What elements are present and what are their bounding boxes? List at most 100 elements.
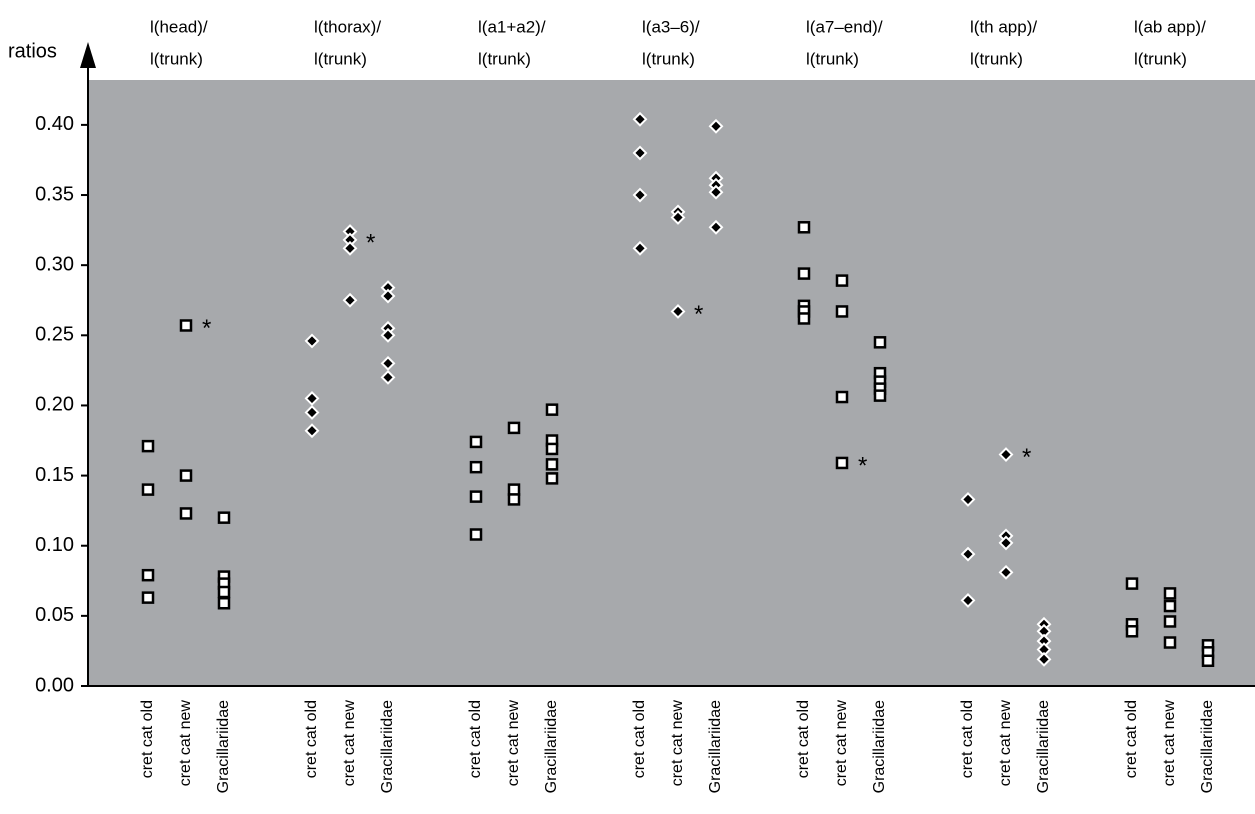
- x-tick-label: Gracillariidae: [1199, 700, 1216, 793]
- point: [1201, 654, 1215, 667]
- x-tick-label: cret cat new: [341, 700, 358, 787]
- group-title: l(thorax)/: [314, 17, 381, 36]
- y-tick-label: 0.35: [35, 183, 74, 205]
- x-tick-label: cret cat new: [1161, 700, 1178, 787]
- annotation: *: [366, 229, 375, 256]
- x-tick-label: cret cat old: [467, 700, 484, 778]
- x-tick-label: Gracillariidae: [379, 700, 396, 793]
- annotation: *: [694, 301, 703, 328]
- y-tick-label: 0.20: [35, 394, 74, 416]
- y-axis-arrow: [80, 42, 96, 68]
- x-tick-label: cret cat new: [177, 700, 194, 787]
- y-tick-label: 0.15: [35, 464, 74, 486]
- point: [1163, 636, 1177, 649]
- x-tick-label: Gracillariidae: [707, 700, 724, 793]
- group-title: l(a1+a2)/: [478, 17, 546, 36]
- point: [141, 483, 155, 496]
- point: [141, 568, 155, 582]
- annotation: *: [202, 315, 211, 342]
- point: [835, 390, 849, 404]
- x-tick-label: cret cat new: [997, 700, 1014, 787]
- point: [380, 369, 396, 385]
- point: [545, 403, 559, 416]
- point: [304, 423, 320, 439]
- point: [632, 145, 648, 161]
- point: [670, 304, 686, 319]
- point: [998, 447, 1014, 462]
- point: [835, 305, 849, 318]
- x-tick-label: Gracillariidae: [1035, 700, 1052, 793]
- point: [469, 460, 483, 474]
- point: [469, 435, 483, 449]
- x-tick-label: cret cat old: [303, 700, 320, 778]
- point: [141, 439, 155, 453]
- x-tick-label: cret cat old: [139, 700, 156, 778]
- point: [998, 535, 1014, 551]
- group-title: l(ab app)/: [1134, 17, 1206, 36]
- point: [545, 458, 559, 471]
- point: [670, 210, 686, 225]
- point: [632, 240, 648, 256]
- point: [1125, 577, 1139, 590]
- y-tick-label: 0.40: [35, 113, 74, 135]
- point: [873, 336, 887, 349]
- group-title: l(trunk): [1134, 49, 1187, 68]
- point: [960, 593, 976, 608]
- point: [708, 184, 724, 200]
- point: [217, 596, 231, 610]
- point: [708, 118, 724, 134]
- group-title: l(trunk): [314, 49, 367, 68]
- point: [380, 288, 396, 304]
- point: [960, 546, 976, 562]
- x-tick-label: cret cat new: [669, 700, 686, 787]
- point: [304, 333, 320, 349]
- point: [469, 490, 483, 503]
- group-title: l(a3–6)/: [642, 17, 700, 36]
- point: [797, 221, 811, 234]
- y-tick-label: 0.25: [35, 324, 74, 346]
- point: [1163, 599, 1177, 613]
- point: [545, 472, 559, 485]
- point: [469, 528, 483, 541]
- x-tick-label: Gracillariidae: [871, 700, 888, 793]
- point: [708, 219, 724, 235]
- point: [380, 327, 396, 343]
- x-tick-label: cret cat old: [959, 700, 976, 778]
- annotation: *: [1022, 444, 1031, 471]
- point: [179, 507, 193, 520]
- x-tick-label: cret cat old: [1123, 700, 1140, 778]
- point: [304, 391, 320, 406]
- group-title: l(th app)/: [970, 17, 1037, 36]
- point: [960, 492, 976, 507]
- x-tick-label: Gracillariidae: [543, 700, 560, 793]
- group-title: l(trunk): [642, 49, 695, 68]
- point: [217, 585, 231, 599]
- point: [835, 456, 849, 470]
- x-tick-label: cret cat old: [631, 700, 648, 778]
- point: [507, 493, 521, 506]
- point: [632, 111, 648, 127]
- plot-area: [88, 80, 1255, 686]
- point: [1036, 651, 1052, 667]
- annotation: *: [858, 452, 867, 479]
- point: [632, 187, 648, 203]
- point: [217, 511, 231, 524]
- point: [380, 355, 396, 371]
- point: [1163, 615, 1177, 628]
- x-tick-label: cret cat new: [833, 700, 850, 787]
- point: [342, 240, 358, 256]
- y-axis-label: ratios: [8, 40, 57, 62]
- point: [507, 483, 521, 496]
- point: [141, 591, 155, 604]
- point: [545, 442, 559, 456]
- point: [1163, 587, 1177, 600]
- point: [304, 405, 320, 420]
- point: [797, 267, 811, 280]
- point: [507, 421, 521, 435]
- group-title: l(a7–end)/: [806, 17, 883, 36]
- group-title: l(trunk): [806, 49, 859, 68]
- point: [797, 312, 811, 325]
- x-tick-label: cret cat old: [795, 700, 812, 778]
